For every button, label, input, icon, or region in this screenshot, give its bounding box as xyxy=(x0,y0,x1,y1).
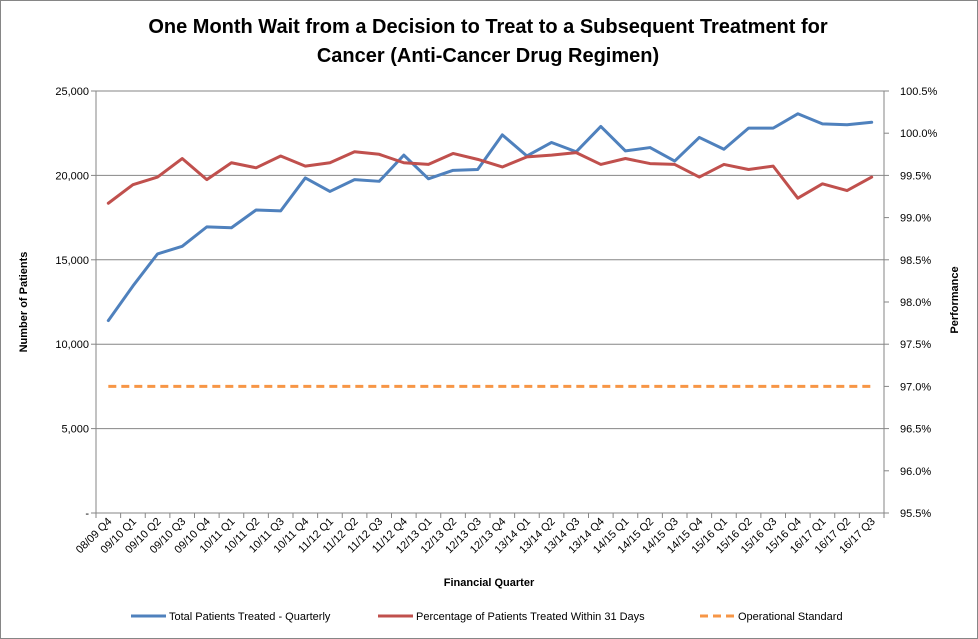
right-axis-tick-label: 96.5% xyxy=(900,424,931,436)
left-axis-title: Number of Patients xyxy=(18,252,30,353)
left-axis-tick-label: 25,000 xyxy=(55,86,89,98)
right-axis-tick-label: 99.0% xyxy=(900,213,931,225)
left-axis-tick-label: 15,000 xyxy=(55,255,89,267)
legend-label-1: Percentage of Patients Treated Within 31… xyxy=(416,611,645,623)
right-axis-title: Performance xyxy=(949,266,961,333)
left-axis-ticks: - 5,000 10,000 15,000 20,000 25,000 xyxy=(55,86,96,520)
legend-label-0: Total Patients Treated - Quarterly xyxy=(169,611,331,623)
x-axis-title: Financial Quarter xyxy=(444,577,535,589)
right-axis-tick-label: 97.5% xyxy=(900,339,931,351)
gridlines xyxy=(95,90,885,514)
left-axis-tick-label: - xyxy=(85,508,89,520)
right-axis-tick-label: 99.5% xyxy=(900,170,931,182)
series-line-0 xyxy=(106,112,874,323)
legend: Total Patients Treated - Quarterly Percen… xyxy=(131,611,843,623)
left-axis-tick-label: 10,000 xyxy=(55,339,89,351)
chart-title-line2: Cancer (Anti-Cancer Drug Regimen) xyxy=(317,45,659,67)
legend-label-2: Operational Standard xyxy=(738,611,843,623)
right-axis-tick-label: 100.0% xyxy=(900,128,938,140)
right-axis-tick-label: 95.5% xyxy=(900,508,931,520)
right-axis-tick-label: 96.0% xyxy=(900,466,931,478)
right-axis-tick-label: 100.5% xyxy=(900,86,938,98)
right-axis-tick-label: 98.0% xyxy=(900,297,931,309)
right-axis-tick-label: 97.0% xyxy=(900,381,931,393)
series-lines xyxy=(106,112,874,388)
right-axis-tick-label: 98.5% xyxy=(900,255,931,267)
series-line-1 xyxy=(106,150,874,205)
chart-title-line1: One Month Wait from a Decision to Treat … xyxy=(148,16,828,38)
right-axis-ticks: 95.5% 96.0% 96.5% 97.0% 97.5% 98.0% 98.5% 99.0%… xyxy=(884,86,938,520)
left-axis-tick-label: 20,000 xyxy=(55,170,89,182)
left-axis-tick-label: 5,000 xyxy=(61,424,89,436)
